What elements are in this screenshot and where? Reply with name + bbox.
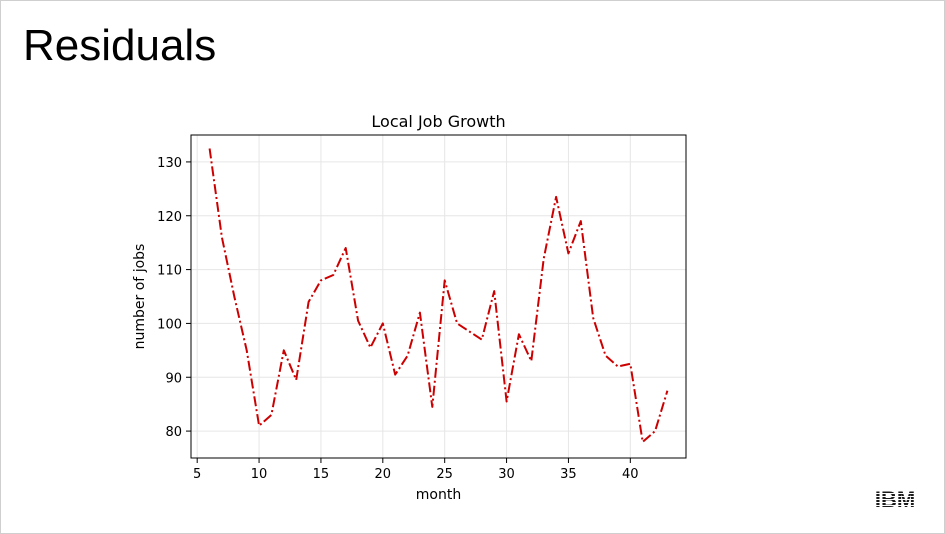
data-point <box>530 360 532 362</box>
x-tick-label: 40 <box>622 467 639 482</box>
data-point <box>518 333 520 335</box>
data-point <box>567 252 569 254</box>
data-point <box>629 363 631 365</box>
data-point <box>208 147 210 149</box>
data-point <box>245 349 247 351</box>
data-point <box>258 425 260 427</box>
x-axis-label: month <box>416 487 461 503</box>
slide-title: Residuals <box>23 21 217 70</box>
data-point <box>641 441 643 443</box>
chart-title: Local Job Growth <box>371 112 505 131</box>
x-tick-label: 35 <box>560 467 577 482</box>
data-point <box>419 311 421 313</box>
data-point <box>320 279 322 281</box>
data-point <box>431 406 433 408</box>
y-tick-label: 80 <box>165 425 182 440</box>
data-point <box>394 373 396 375</box>
plot-frame <box>190 134 687 459</box>
data-point <box>332 274 334 276</box>
data-point <box>295 379 297 381</box>
data-point <box>468 330 470 332</box>
series-layer <box>208 147 669 443</box>
data-point <box>617 365 619 367</box>
x-tick-label: 10 <box>251 467 268 482</box>
data-point <box>493 290 495 292</box>
data-point <box>233 295 235 297</box>
grid <box>191 135 686 458</box>
y-tick-label: 120 <box>157 210 182 225</box>
data-point <box>283 349 285 351</box>
data-point <box>369 346 371 348</box>
data-point <box>344 247 346 249</box>
axes <box>186 134 687 463</box>
x-tick-label: 30 <box>498 467 515 482</box>
data-point <box>604 355 606 357</box>
data-point <box>542 258 544 260</box>
data-point <box>406 355 408 357</box>
x-tick-label: 20 <box>375 467 392 482</box>
x-tick-label: 25 <box>436 467 453 482</box>
y-tick-label: 100 <box>157 317 182 332</box>
y-tick-label: 110 <box>157 264 182 279</box>
data-point <box>592 317 594 319</box>
data-point <box>505 400 507 402</box>
svg-text:IBM: IBM <box>875 488 915 510</box>
y-tick-label: 90 <box>165 371 182 386</box>
series-line-0 <box>208 148 669 443</box>
data-point <box>382 322 384 324</box>
y-tick-label: 130 <box>157 156 182 171</box>
ibm-logo: IBM <box>875 488 915 510</box>
data-point <box>307 301 309 303</box>
data-point <box>456 322 458 324</box>
data-point <box>270 414 272 416</box>
x-tick-label: 5 <box>193 467 201 482</box>
x-tick-label: 15 <box>313 467 330 482</box>
data-point <box>221 236 223 238</box>
data-point <box>666 390 668 392</box>
data-point <box>580 220 582 222</box>
y-axis-label: number of jobs <box>132 244 148 350</box>
data-point <box>357 320 359 322</box>
data-point <box>555 196 557 198</box>
data-point <box>654 430 656 432</box>
chart-text: 5 10 15 20 25 30 35 40 80 90 100 110 120 130 Local Job… <box>132 112 639 503</box>
data-point <box>481 338 483 340</box>
data-point <box>443 279 445 281</box>
